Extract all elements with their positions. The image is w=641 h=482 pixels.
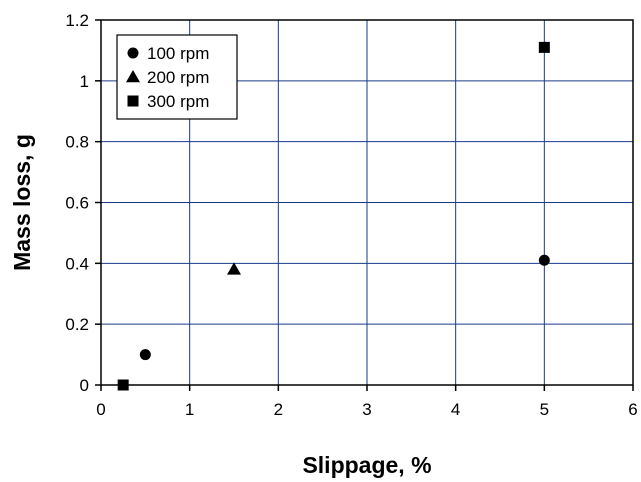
- data-point-circle: [538, 254, 550, 266]
- legend-label: 200 rpm: [147, 68, 209, 87]
- legend-label: 100 rpm: [147, 44, 209, 63]
- legend-marker-triangle: [126, 70, 140, 83]
- data-point-circle: [139, 349, 151, 361]
- y-tick-label: 0.8: [65, 133, 89, 152]
- x-tick-label: 4: [451, 400, 460, 419]
- legend: 100 rpm 200 rpm 300 rpm: [116, 34, 238, 120]
- plot-area-frame: [100, 19, 634, 386]
- x-tick-label: 5: [540, 400, 549, 419]
- y-tick-label: 0.6: [65, 194, 89, 213]
- data-points: [117, 41, 550, 391]
- grid-lines: [101, 20, 633, 385]
- y-tick-label: 1.2: [65, 11, 89, 30]
- x-tick-label: 2: [274, 400, 283, 419]
- legend-label: 300 rpm: [147, 92, 209, 111]
- data-point-square: [117, 379, 129, 391]
- legend-marker-circle: [127, 47, 139, 59]
- legend-marker-square: [127, 95, 139, 107]
- x-tick-label: 1: [185, 400, 194, 419]
- y-axis-ticks: 0 0.2 0.4 0.6 0.8 1 1.2: [65, 11, 101, 395]
- data-point-triangle: [227, 262, 241, 275]
- x-axis-ticks: 0 1 2 3 4 5 6: [96, 385, 638, 419]
- data-point-square: [538, 41, 550, 53]
- y-tick-label: 0.2: [65, 315, 89, 334]
- x-tick-label: 0: [96, 400, 105, 419]
- x-tick-label: 3: [362, 400, 371, 419]
- x-tick-label: 6: [628, 400, 637, 419]
- y-axis-title: Mass loss, g: [9, 134, 35, 271]
- y-tick-label: 0: [80, 376, 89, 395]
- x-axis-title: Slippage, %: [302, 452, 431, 478]
- y-tick-label: 0.4: [65, 254, 89, 273]
- y-tick-label: 1: [80, 72, 89, 91]
